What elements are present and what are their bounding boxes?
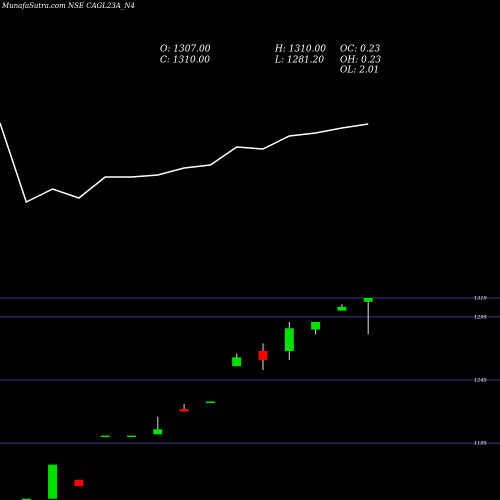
candle-body: [363, 297, 373, 302]
candle-body: [74, 479, 84, 487]
y-tick-label: 1245: [474, 378, 487, 384]
y-tick-label: 1295: [474, 314, 487, 320]
candle-body: [48, 464, 58, 499]
candle-body: [153, 429, 163, 435]
chart-title: MunafaSutra.com NSE CAGL23A_N4: [1, 2, 135, 10]
ohlc-info: C: 1310.00: [160, 56, 210, 66]
candle-body: [21, 498, 31, 500]
candle-body: [100, 435, 110, 438]
candle-body: [258, 351, 268, 360]
ohlc-info: OC: 0.23: [340, 45, 380, 55]
ohlc-info: OL: 2.01: [340, 66, 379, 76]
ohlc-info: H: 1310.00: [274, 45, 326, 55]
ohlc-info: O: 1307.00: [160, 45, 211, 55]
y-tick-label: 1310: [474, 295, 488, 301]
candle-body: [311, 321, 321, 330]
candle-body: [205, 401, 215, 404]
y-tick-label: 1195: [474, 441, 487, 447]
candle-body: [127, 435, 136, 438]
candle-body: [337, 306, 347, 311]
ohlc-info: OH: 0.23: [340, 56, 381, 66]
candle-body: [284, 328, 294, 352]
candle-body: [232, 357, 242, 367]
price-line: [0, 122, 369, 204]
candle-body: [179, 409, 189, 412]
ohlc-info: L: 1281.20: [274, 56, 324, 66]
